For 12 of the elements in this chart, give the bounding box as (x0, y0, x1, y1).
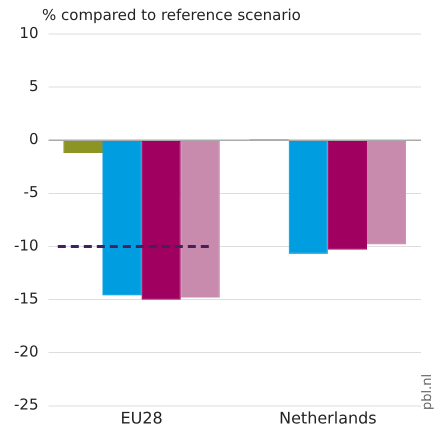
annotation: pbl.nl (420, 374, 435, 410)
y-tick-label: 5 (28, 77, 38, 96)
y-axis-title: % compared to reference scenario (42, 6, 301, 24)
y-tick-label: -20 (14, 342, 38, 361)
y-tick-label: 10 (19, 24, 38, 42)
x-tick-label: Netherlands (279, 408, 377, 428)
y-tick-label: -10 (14, 236, 38, 254)
y-tick-label: -5 (24, 183, 38, 202)
y-tick-label: -25 (14, 396, 38, 414)
y-tick-label: 0 (28, 130, 38, 148)
x-tick-label: EU28 (120, 408, 163, 428)
y-tick-label: -15 (14, 289, 38, 308)
